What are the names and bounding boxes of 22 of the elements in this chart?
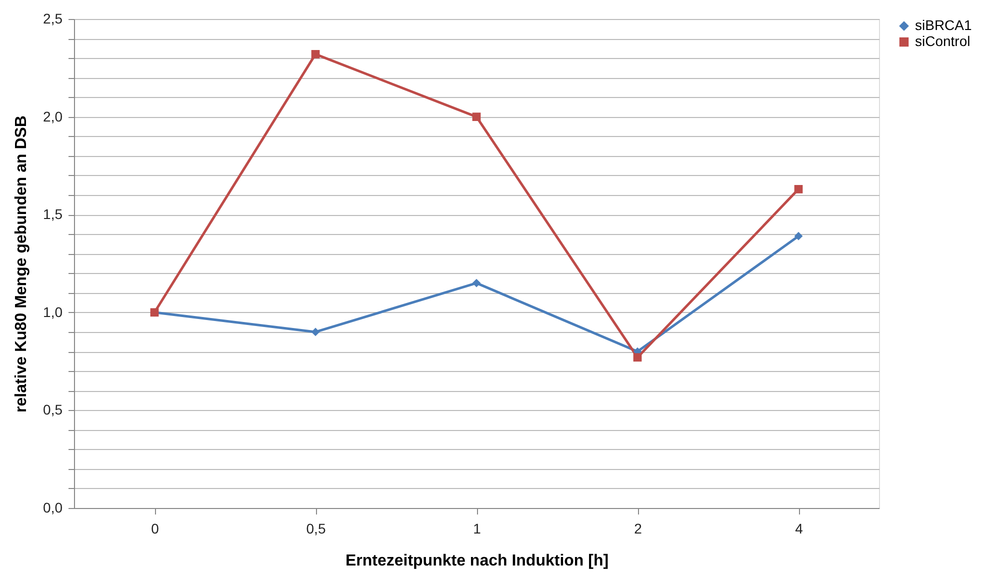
y-tick-label: 0,0 <box>43 500 63 516</box>
legend-label: siBRCA1 <box>915 17 972 33</box>
x-tick-label: 0 <box>151 520 160 536</box>
point <box>311 50 320 58</box>
point <box>311 328 320 336</box>
y-tick-label: 2,5 <box>43 10 63 26</box>
y-tick-label: 1,0 <box>43 304 63 320</box>
x-tick-label: 4 <box>795 520 804 536</box>
legend-label: siControl <box>915 33 970 49</box>
x-axis-title: Erntezeitpunkte nach Induktion [h] <box>345 552 609 570</box>
point <box>633 353 642 362</box>
y-tick-label: 0,5 <box>43 402 63 418</box>
point <box>794 232 803 240</box>
point <box>794 184 803 194</box>
x-tick-label: 0,5 <box>306 520 326 536</box>
point <box>472 112 481 121</box>
y-tick-label: 2,0 <box>43 108 63 124</box>
y-tick-label: 1,5 <box>43 206 63 222</box>
x-tick-label: 2 <box>634 520 642 536</box>
point <box>472 278 481 288</box>
y-axis-title: relative Ku80 Menge gebunden an DSB <box>13 116 30 412</box>
x-tick-label: 1 <box>473 520 482 536</box>
